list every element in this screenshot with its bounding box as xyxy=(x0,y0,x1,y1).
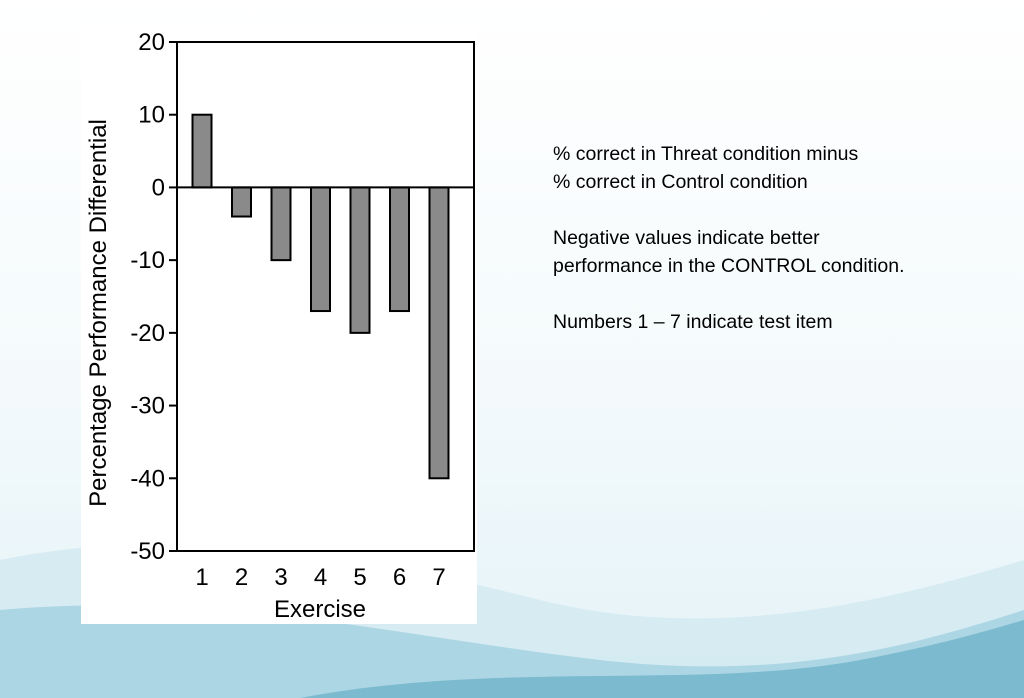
note-line-5: Numbers 1 – 7 indicate test item xyxy=(553,311,833,333)
chart-notes: % correct in Threat condition minus % co… xyxy=(553,140,1013,336)
x-tick-label: 5 xyxy=(353,564,366,591)
y-axis-label: Percentage Performance Differential xyxy=(85,119,112,507)
x-tick-label: 7 xyxy=(432,564,445,591)
note-line-4: performance in the CONTROL condition. xyxy=(553,255,905,277)
y-tick-label: 20 xyxy=(138,29,165,56)
y-tick-label: -50 xyxy=(130,538,165,565)
note-line-3: Negative values indicate better xyxy=(553,227,820,249)
plot-frame xyxy=(176,41,475,552)
x-tick-label: 6 xyxy=(393,564,406,591)
bar-exercise-2 xyxy=(231,186,252,218)
y-tick-label: -10 xyxy=(130,247,165,274)
bar-exercise-7 xyxy=(428,186,450,480)
y-tick-label: 10 xyxy=(138,102,165,129)
x-tick-label: 3 xyxy=(274,564,287,591)
y-tick-label: -30 xyxy=(130,393,165,420)
note-line-2: % correct in Control condition xyxy=(553,171,808,193)
note-line-1: % correct in Threat condition minus xyxy=(553,143,859,165)
bar-exercise-5 xyxy=(349,186,371,334)
x-axis-label: Exercise xyxy=(274,596,366,623)
x-tick-label: 1 xyxy=(195,564,208,591)
y-tick-label: 0 xyxy=(152,174,165,201)
bar-exercise-3 xyxy=(270,186,292,262)
x-tick-label: 4 xyxy=(314,564,327,591)
bars xyxy=(191,113,450,480)
x-tick-label: 2 xyxy=(235,564,248,591)
y-tick-label: -40 xyxy=(130,465,165,492)
y-tick-label: -20 xyxy=(130,320,165,347)
bar-exercise-4 xyxy=(310,186,331,313)
y-axis: 20 10 0 -10 -20 -30 -40 -50 xyxy=(130,29,177,565)
bar-exercise-6 xyxy=(389,186,410,313)
bar-exercise-1 xyxy=(191,113,213,189)
